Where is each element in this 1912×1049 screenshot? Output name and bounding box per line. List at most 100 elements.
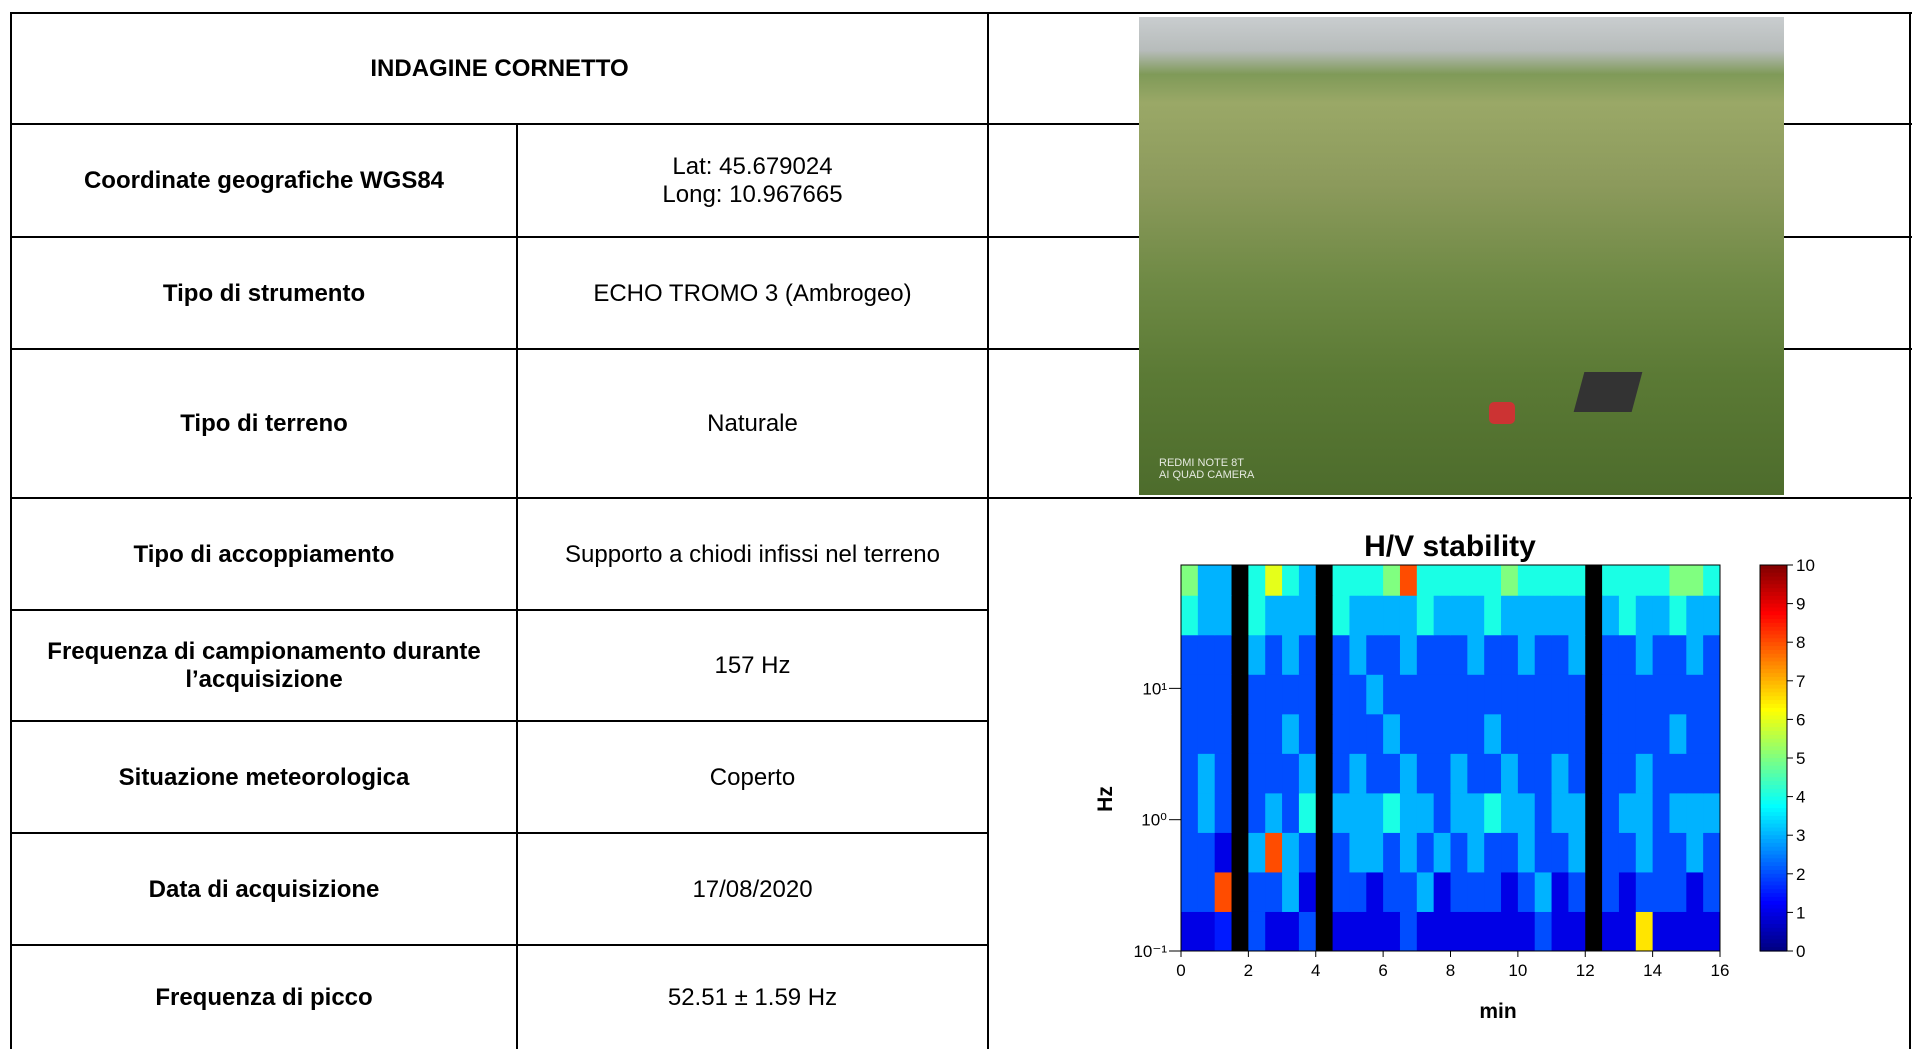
photo-caption: REDMI NOTE 8T AI QUAD CAMERA — [1159, 457, 1254, 481]
border — [10, 609, 989, 611]
cell — [1551, 753, 1569, 794]
row-label: Frequenza di picco — [155, 983, 373, 1011]
row-value: Lat: 45.679024 Long: 10.967665 — [518, 125, 987, 237]
colorbar-step — [1760, 769, 1787, 775]
x-tick-label: 6 — [1378, 961, 1387, 980]
colorbar-step — [1760, 588, 1787, 593]
cell — [1383, 911, 1401, 952]
colorbar-step — [1760, 943, 1787, 948]
border — [10, 123, 1912, 125]
cell — [1332, 595, 1350, 636]
cell — [1282, 713, 1300, 754]
gap — [1315, 595, 1334, 636]
colorbar-step — [1760, 676, 1787, 682]
cell — [1433, 595, 1451, 636]
cell — [1214, 595, 1233, 636]
cell — [1433, 832, 1451, 873]
colorbar-step — [1760, 700, 1787, 705]
colorbar-step — [1760, 846, 1787, 852]
colorbar-step — [1760, 684, 1787, 690]
cell — [1703, 832, 1721, 873]
cell — [1484, 565, 1502, 596]
cell — [1265, 565, 1283, 596]
colorbar-step — [1760, 827, 1787, 832]
cell — [1383, 595, 1401, 636]
colorbar-step — [1760, 692, 1787, 697]
cell — [1214, 634, 1233, 675]
colorbar-step — [1760, 812, 1787, 817]
colorbar-step — [1760, 800, 1787, 805]
cell — [1383, 674, 1401, 715]
row-value: 17/08/2020 — [518, 834, 987, 945]
cell — [1467, 792, 1485, 833]
gap — [1231, 713, 1249, 754]
colorbar-step — [1760, 599, 1787, 605]
cell — [1433, 753, 1451, 794]
cell — [1501, 713, 1519, 754]
colorbar-step — [1760, 896, 1787, 902]
cell — [1618, 911, 1637, 952]
cell — [1501, 565, 1519, 596]
cell — [1534, 674, 1553, 715]
gap — [1231, 674, 1249, 715]
cell — [1349, 832, 1367, 873]
cell — [1433, 871, 1451, 912]
cell — [1618, 792, 1637, 833]
y-tick-label: 10⁻¹ — [1133, 942, 1167, 961]
cell — [1534, 911, 1553, 952]
cell — [1484, 595, 1502, 636]
cell — [1282, 911, 1300, 952]
cell — [1669, 792, 1687, 833]
cell — [1416, 792, 1435, 833]
cell — [1181, 871, 1199, 912]
cell — [1366, 713, 1384, 754]
cell — [1517, 713, 1536, 754]
cell — [1298, 792, 1317, 833]
colorbar-step — [1760, 715, 1787, 720]
cell — [1635, 832, 1654, 873]
cell — [1703, 565, 1721, 596]
colorbar-step — [1760, 565, 1787, 570]
cell — [1282, 595, 1300, 636]
cell — [1534, 753, 1553, 794]
cell — [1652, 713, 1670, 754]
cell — [1517, 634, 1536, 675]
cell — [1282, 871, 1300, 912]
gap — [1315, 634, 1334, 675]
colorbar-step — [1760, 792, 1787, 798]
cell — [1534, 713, 1553, 754]
cell — [1602, 753, 1620, 794]
border — [10, 12, 1912, 14]
cell — [1602, 911, 1620, 952]
compass — [1489, 402, 1515, 424]
colorbar-step — [1760, 912, 1787, 917]
row-label: Situazione meteorologica — [118, 763, 410, 791]
colorbar-step — [1760, 723, 1787, 728]
colorbar-tick-label: 7 — [1796, 672, 1805, 691]
cell — [1332, 792, 1350, 833]
cell — [1534, 832, 1553, 873]
value-line: Long: 10.967665 — [662, 181, 843, 208]
cell — [1501, 674, 1519, 715]
cell — [1181, 753, 1199, 794]
cell — [1450, 565, 1468, 596]
cell — [1551, 565, 1569, 596]
cell — [1366, 911, 1384, 952]
colorbar-step — [1760, 657, 1787, 663]
cell — [1450, 634, 1468, 675]
cell — [1366, 832, 1384, 873]
colorbar-step — [1760, 630, 1787, 636]
colorbar-step — [1760, 889, 1787, 894]
cell — [1669, 674, 1687, 715]
cell — [1450, 871, 1468, 912]
cell — [1416, 634, 1435, 675]
cell — [1517, 871, 1536, 912]
cell — [1602, 832, 1620, 873]
cell — [1197, 911, 1216, 952]
border — [987, 12, 989, 1049]
cell — [1214, 753, 1233, 794]
cell — [1534, 871, 1553, 912]
colorbar-step — [1760, 842, 1787, 848]
cell — [1551, 792, 1569, 833]
cell — [1399, 871, 1418, 912]
